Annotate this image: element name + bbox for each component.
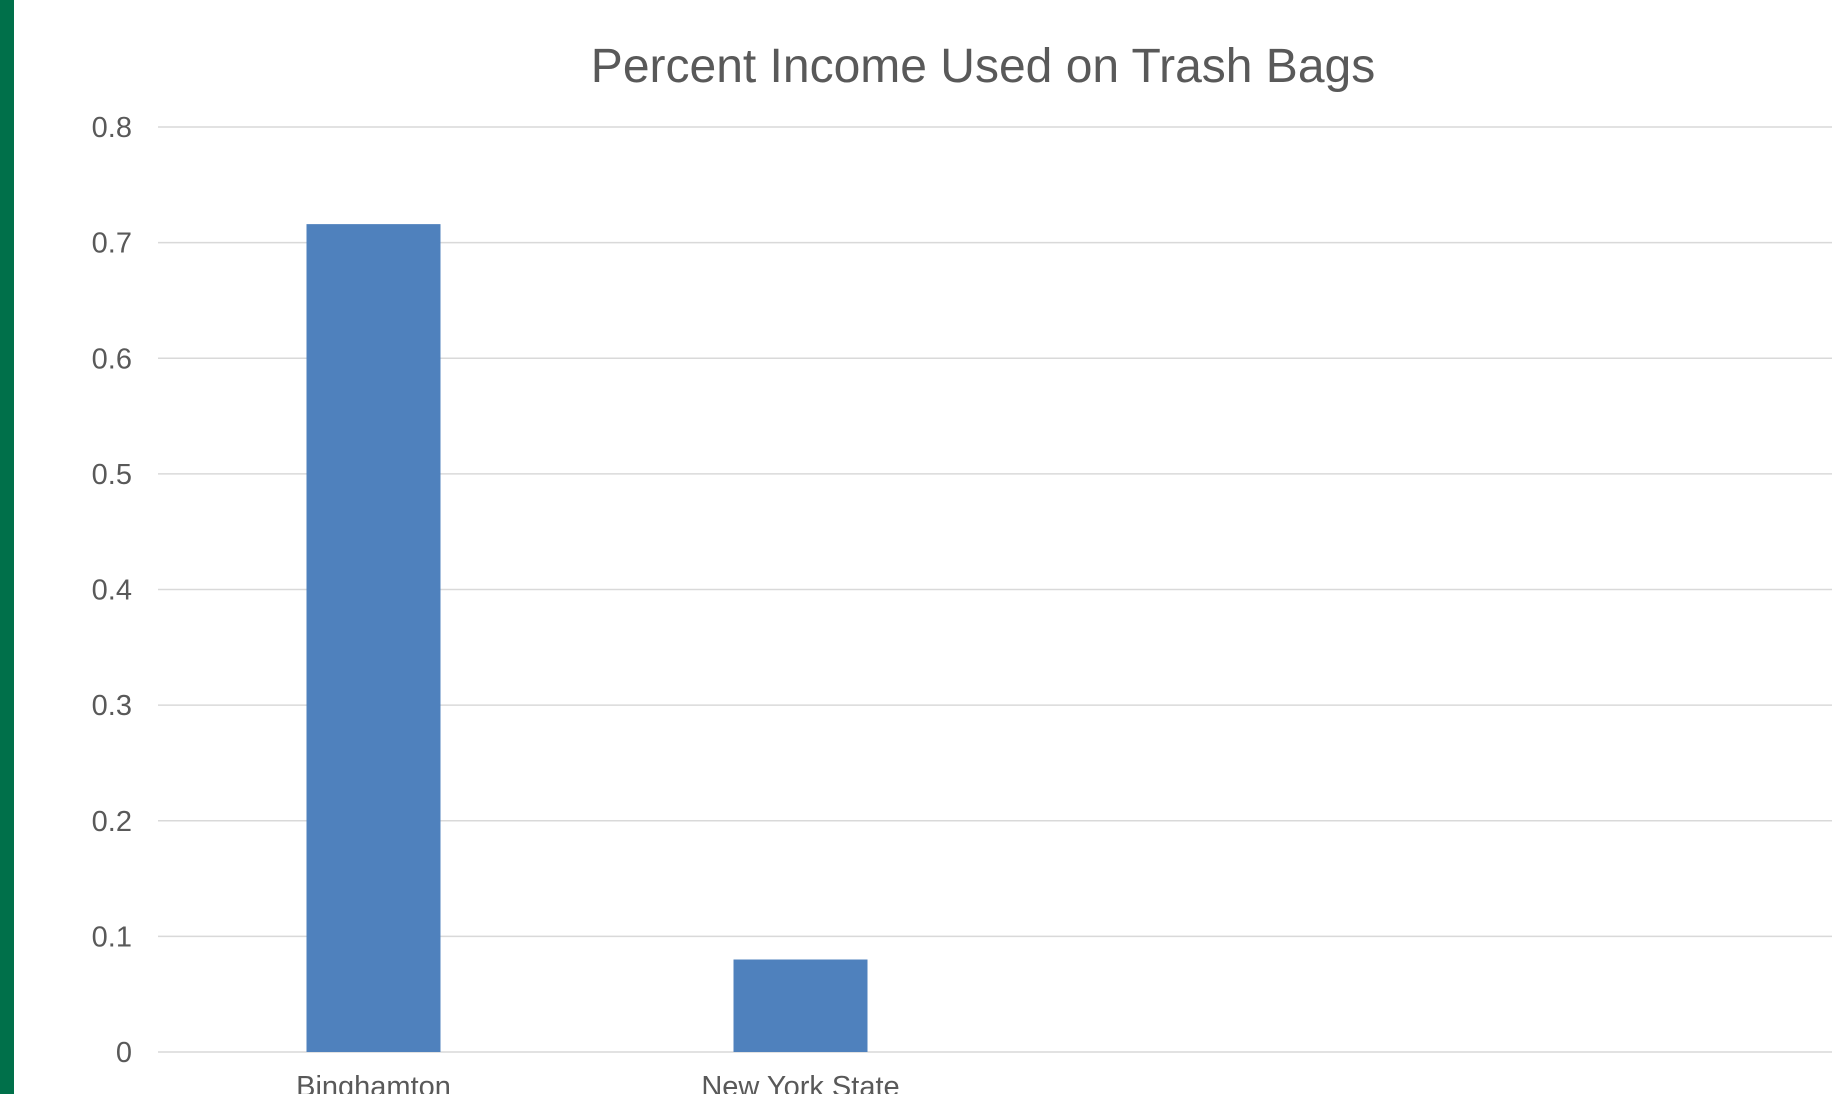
y-tick-label: 0.1: [92, 921, 132, 953]
x-axis-category-labels: Binghamton New York State: [296, 1071, 900, 1094]
y-tick-label: 0.8: [92, 112, 132, 144]
bar-binghamton: [306, 224, 441, 1052]
y-tick-label: 0.3: [92, 690, 132, 722]
bars: [306, 224, 868, 1052]
y-tick-label: 0: [116, 1037, 132, 1069]
category-label: New York State: [701, 1071, 899, 1094]
y-tick-label: 0.5: [92, 459, 132, 491]
y-tick-label: 0.2: [92, 806, 132, 838]
y-tick-label: 0.6: [92, 343, 132, 375]
gridlines: [158, 126, 1832, 1053]
bar-new-york-state: [733, 959, 868, 1052]
y-tick-label: 0.7: [92, 228, 132, 260]
left-accent-stripe: [0, 0, 14, 1094]
y-axis-tick-labels: 0 0.1 0.2 0.3 0.4 0.5 0.6 0.7 0.8: [92, 112, 132, 1069]
category-label: Binghamton: [296, 1071, 451, 1094]
y-tick-label: 0.4: [92, 575, 132, 607]
chart-title: Percent Income Used on Trash Bags: [591, 40, 1375, 93]
